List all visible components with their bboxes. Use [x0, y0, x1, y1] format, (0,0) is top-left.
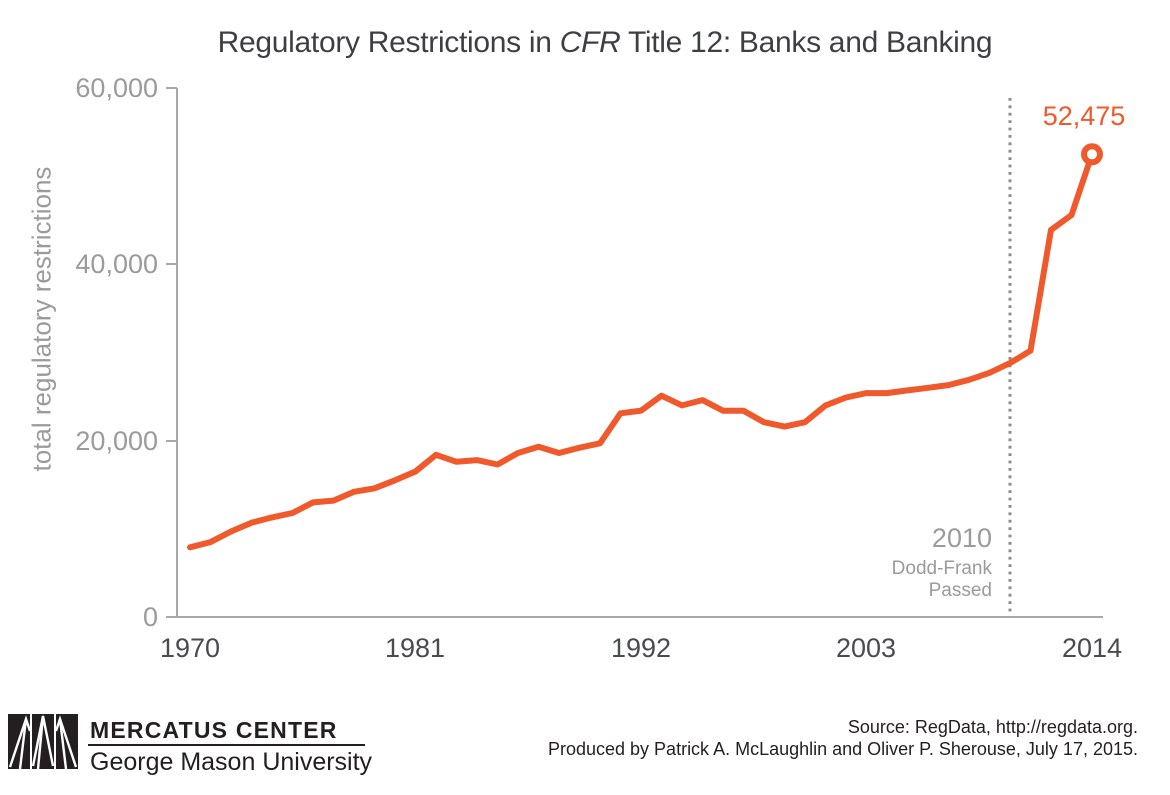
brand-divider: [88, 744, 365, 746]
data-line: [187, 151, 1095, 551]
x-tick-2014: 2014: [1061, 633, 1123, 663]
x-tick-1981: 1981: [384, 633, 446, 663]
end-point-value-label: 52,475: [1042, 101, 1126, 131]
end-point-marker: [1081, 143, 1103, 166]
x-tick-2003: 2003: [835, 633, 897, 663]
y-tick-40000: 40,000: [75, 249, 158, 279]
chart-title-suffix: Title 12: Banks and Banking: [620, 26, 993, 59]
y-tick-0: 0: [142, 602, 158, 632]
dodd-frank-annotation: 2010 Dodd-Frank Passed: [892, 524, 992, 602]
y-axis-ticks: [166, 87, 177, 618]
source-line-2: Produced by Patrick A. McLaughlin and Ol…: [547, 739, 1138, 759]
chart-title: Regulatory Restrictions in CFR Title 12:…: [0, 26, 1170, 60]
chart-title-italic-cfr: CFR: [559, 26, 621, 59]
annotation-line-1: Dodd-Frank: [891, 558, 992, 579]
x-tick-1992: 1992: [610, 633, 672, 663]
y-tick-20000: 20,000: [75, 426, 158, 456]
annotation-year: 2010: [931, 523, 992, 553]
x-tick-1970: 1970: [159, 633, 221, 663]
annotation-line-2: Passed: [928, 580, 992, 601]
mercatus-logo-icon: [8, 714, 78, 770]
source-credits: Source: RegData, http://regdata.org. Pro…: [548, 716, 1138, 760]
source-line-1: Source: RegData, http://regdata.org.: [847, 717, 1138, 737]
brand-subname: George Mason University: [90, 748, 373, 776]
y-tick-60000: 60,000: [75, 73, 158, 103]
brand-name: MERCATUS CENTER: [90, 717, 338, 743]
chart-title-prefix: Regulatory Restrictions in: [217, 26, 560, 59]
